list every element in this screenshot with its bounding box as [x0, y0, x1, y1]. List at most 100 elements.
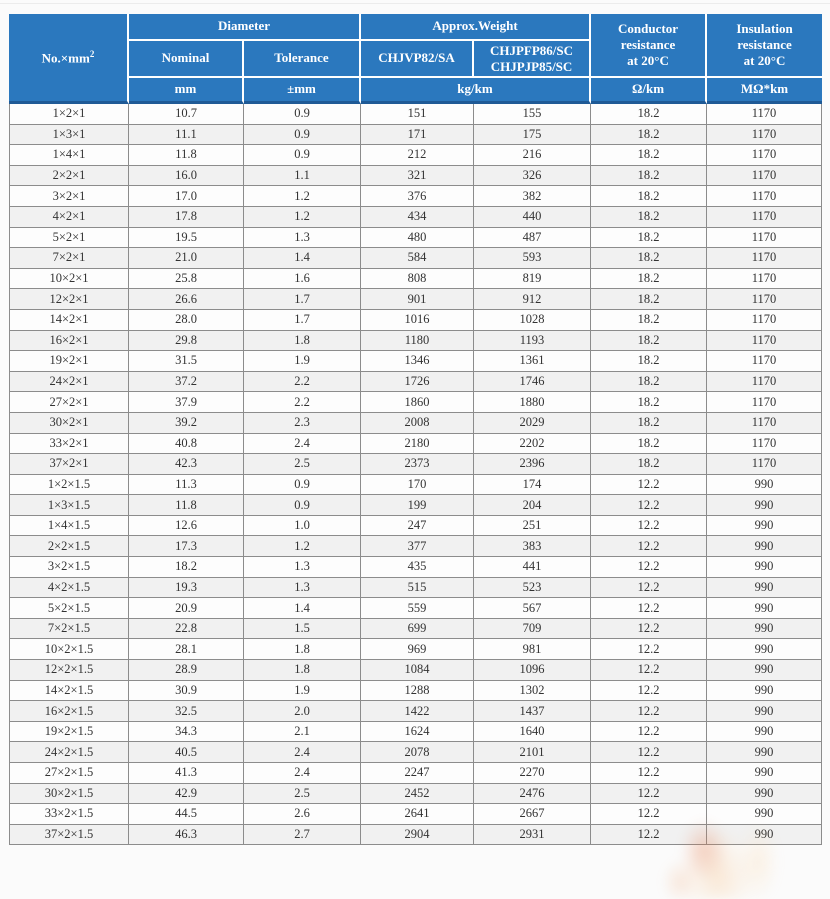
cell-diameter-tolerance: 1.7	[244, 289, 361, 310]
table-row: 2×2×1 16.0 1.1 321 326 18.2 1170	[9, 165, 823, 187]
cell-weight-chjpfp86: 2931	[474, 824, 592, 846]
header-tolerance: Tolerance	[244, 41, 361, 78]
cell-spec: 14×2×1.5	[9, 680, 129, 702]
cell-insulation-resistance: 990	[707, 495, 823, 516]
cell-weight-chjpfp86: 441	[474, 557, 592, 578]
cell-diameter-tolerance: 2.2	[244, 371, 361, 393]
cell-diameter-nominal: 11.1	[129, 124, 244, 146]
cell-conductor-resistance: 12.2	[591, 577, 708, 599]
cell-weight-chjpfp86: 216	[474, 145, 592, 166]
cell-diameter-tolerance: 2.7	[244, 824, 361, 846]
cell-spec: 16×2×1.5	[9, 701, 129, 722]
table-row: 24×2×1.5 40.5 2.4 2078 2101 12.2 990	[9, 742, 823, 763]
table-row: 30×2×1.5 42.9 2.5 2452 2476 12.2 990	[9, 783, 823, 805]
cell-weight-chjpfp86: 2101	[474, 742, 592, 763]
cell-diameter-nominal: 41.3	[129, 763, 244, 784]
cell-conductor-resistance: 18.2	[591, 412, 708, 434]
cell-spec: 3×2×1	[9, 186, 129, 207]
cell-diameter-tolerance: 1.8	[244, 639, 361, 661]
cell-diameter-tolerance: 0.9	[244, 124, 361, 146]
cell-weight-chjpfp86: 2202	[474, 433, 592, 455]
cell-conductor-resistance: 12.2	[591, 618, 708, 640]
cell-weight-chjpfp86: 1193	[474, 330, 592, 352]
cell-spec: 7×2×1	[9, 248, 129, 269]
header-conductor-resistance: Conductor resistance at 20°C	[591, 14, 708, 78]
cell-weight-chjpfp86: 383	[474, 536, 592, 558]
table-row: 30×2×1 39.2 2.3 2008 2029 18.2 1170	[9, 412, 823, 434]
cell-weight-chjvp82: 515	[361, 577, 474, 599]
cell-diameter-nominal: 37.9	[129, 392, 244, 413]
table-row: 1×4×1 11.8 0.9 212 216 18.2 1170	[9, 145, 823, 166]
cell-diameter-nominal: 29.8	[129, 330, 244, 352]
cell-spec: 4×2×1.5	[9, 577, 129, 599]
cell-conductor-resistance: 18.2	[591, 165, 708, 187]
cell-spec: 1×3×1.5	[9, 495, 129, 516]
cell-weight-chjvp82: 1180	[361, 330, 474, 352]
table-row: 7×2×1.5 22.8 1.5 699 709 12.2 990	[9, 618, 823, 640]
cell-insulation-resistance: 990	[707, 618, 823, 640]
cell-conductor-resistance: 18.2	[591, 309, 708, 331]
cell-weight-chjvp82: 1288	[361, 680, 474, 702]
cell-diameter-tolerance: 0.9	[244, 474, 361, 496]
cell-weight-chjvp82: 2008	[361, 412, 474, 434]
cell-diameter-nominal: 30.9	[129, 680, 244, 702]
table-row: 27×2×1 37.9 2.2 1860 1880 18.2 1170	[9, 392, 823, 413]
cell-diameter-nominal: 31.5	[129, 351, 244, 372]
cell-insulation-resistance: 1170	[707, 412, 823, 434]
table-row: 16×2×1.5 32.5 2.0 1422 1437 12.2 990	[9, 701, 823, 722]
cell-weight-chjpfp86: 251	[474, 515, 592, 537]
cell-insulation-resistance: 990	[707, 824, 823, 846]
table-row: 14×2×1 28.0 1.7 1016 1028 18.2 1170	[9, 309, 823, 331]
cell-weight-chjvp82: 2641	[361, 804, 474, 825]
unit-kg-km: kg/km	[361, 78, 592, 104]
cell-conductor-resistance: 12.2	[591, 783, 708, 805]
cell-conductor-resistance: 12.2	[591, 474, 708, 496]
page-top-hairline	[0, 3, 830, 4]
cell-diameter-tolerance: 2.4	[244, 433, 361, 455]
cell-spec: 16×2×1	[9, 330, 129, 352]
cell-diameter-tolerance: 2.5	[244, 454, 361, 475]
cell-diameter-tolerance: 1.6	[244, 268, 361, 290]
cell-diameter-nominal: 17.3	[129, 536, 244, 558]
cell-insulation-resistance: 1170	[707, 330, 823, 352]
cell-insulation-resistance: 990	[707, 680, 823, 702]
cell-insulation-resistance: 1170	[707, 124, 823, 146]
cell-conductor-resistance: 12.2	[591, 557, 708, 578]
cell-weight-chjpfp86: 2029	[474, 412, 592, 434]
cell-weight-chjvp82: 199	[361, 495, 474, 516]
cell-weight-chjvp82: 1346	[361, 351, 474, 372]
cell-diameter-tolerance: 0.9	[244, 495, 361, 516]
cell-diameter-tolerance: 2.5	[244, 783, 361, 805]
cell-diameter-tolerance: 1.8	[244, 660, 361, 681]
cell-diameter-tolerance: 1.2	[244, 206, 361, 228]
header-diameter: Diameter	[129, 14, 361, 41]
table-row: 2×2×1.5 17.3 1.2 377 383 12.2 990	[9, 536, 823, 558]
cell-weight-chjpfp86: 709	[474, 618, 592, 640]
cell-conductor-resistance: 18.2	[591, 371, 708, 393]
cell-spec: 1×4×1	[9, 145, 129, 166]
cell-diameter-nominal: 42.3	[129, 454, 244, 475]
cell-conductor-resistance: 12.2	[591, 639, 708, 661]
cell-spec: 19×2×1.5	[9, 721, 129, 743]
cell-diameter-nominal: 10.7	[129, 104, 244, 125]
cell-weight-chjpfp86: 523	[474, 577, 592, 599]
cell-weight-chjvp82: 247	[361, 515, 474, 537]
cell-conductor-resistance: 18.2	[591, 433, 708, 455]
cell-spec: 19×2×1	[9, 351, 129, 372]
cell-insulation-resistance: 1170	[707, 433, 823, 455]
cell-weight-chjpfp86: 593	[474, 248, 592, 269]
cell-weight-chjvp82: 699	[361, 618, 474, 640]
table-row: 1×3×1.5 11.8 0.9 199 204 12.2 990	[9, 495, 823, 516]
cell-diameter-nominal: 26.6	[129, 289, 244, 310]
cell-diameter-tolerance: 2.3	[244, 412, 361, 434]
cell-weight-chjpfp86: 440	[474, 206, 592, 228]
cell-spec: 2×2×1	[9, 165, 129, 187]
table-body: 1×2×1 10.7 0.9 151 155 18.2 1170 1×3×1 11.1 0.9 17…	[9, 104, 823, 846]
cell-insulation-resistance: 1170	[707, 371, 823, 393]
cell-insulation-resistance: 1170	[707, 186, 823, 207]
header-no-mm2: No.×mm2	[9, 14, 129, 104]
cell-weight-chjpfp86: 567	[474, 598, 592, 619]
table-row: 16×2×1 29.8 1.8 1180 1193 18.2 1170	[9, 330, 823, 352]
cell-spec: 30×2×1.5	[9, 783, 129, 805]
table-row: 27×2×1.5 41.3 2.4 2247 2270 12.2 990	[9, 763, 823, 784]
